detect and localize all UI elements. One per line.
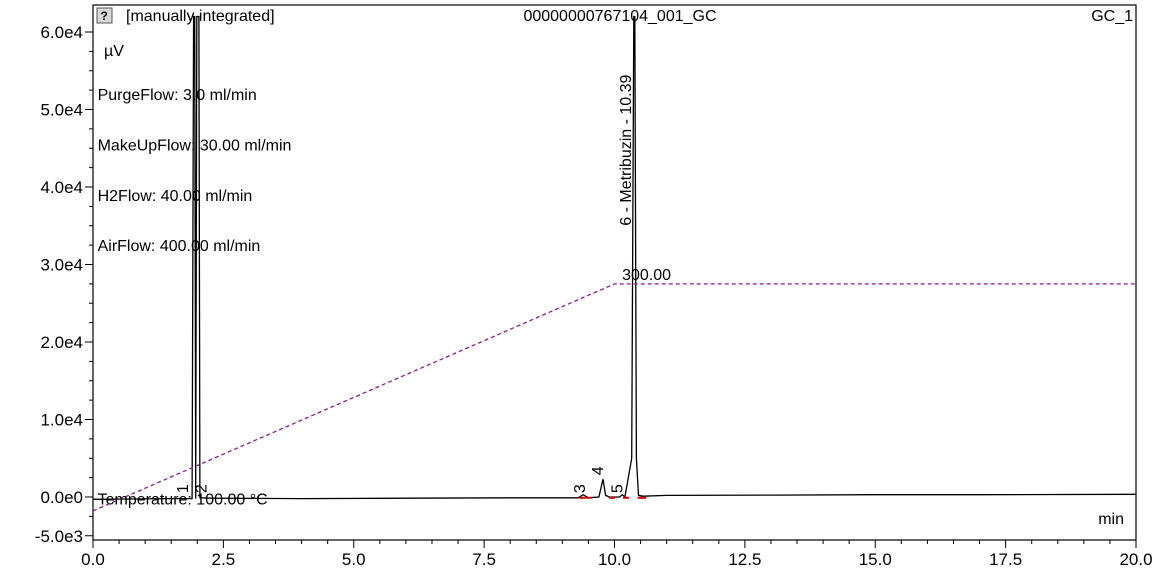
method-annotation: Temperature: 100.00 °C: [98, 492, 268, 509]
y-axis-unit: µV: [104, 43, 124, 60]
x-tick-label: 5.0: [342, 550, 366, 569]
peak-label: 4: [590, 466, 607, 475]
series-layer: [92, 15, 1137, 512]
x-tick-label: 20.0: [1119, 550, 1152, 569]
peak-label: 5: [609, 484, 626, 493]
plot-frame: [92, 4, 1137, 541]
y-tick-label: 1.0e4: [40, 411, 83, 430]
y-tick-label: -5.0e3: [35, 527, 83, 546]
x-tick-label: 12.5: [728, 550, 761, 569]
peak-labels: 1 2 345 6 - Metribuzin - 10.39: [175, 74, 635, 493]
y-axis: -5.0e3 0.0e0 1.0e4 2.0e4 3.0e4 4.0e4 5.0e4 6.0e…: [35, 23, 93, 546]
x-tick-label: 7.5: [472, 550, 496, 569]
y-tick-label: 6.0e4: [40, 23, 83, 42]
method-annotation: H2Flow: 40.00 ml/min: [98, 188, 253, 205]
method-annotation: PurgeFlow: 3.0 ml/min: [98, 87, 257, 104]
y-tick-label: 0.0e0: [40, 488, 83, 507]
annotations: PurgeFlow: 3.0 ml/min MakeUpFlow: 30.00 m…: [98, 87, 672, 509]
integration-status: [manually integrated]: [126, 8, 275, 25]
y-tick-label: 4.0e4: [40, 178, 83, 197]
channel-name: GC_1: [1091, 8, 1133, 25]
x-tick-label: 15.0: [859, 550, 892, 569]
y-tick-label: 2.0e4: [40, 333, 83, 352]
header: ? [manually integrated] 00000000767104_0…: [96, 7, 1133, 25]
peak-label: 1: [175, 484, 192, 493]
y-tick-label: 5.0e4: [40, 101, 83, 120]
x-axis: 0.0 2.5 5.0 7.5 10.0 12.5 15.0 17.5 20.0: [81, 540, 1153, 569]
signal-trace: [92, 15, 1137, 500]
svg-text:?: ?: [101, 9, 108, 23]
temperature-program-line: [92, 283, 1136, 512]
x-tick-label: 10.0: [598, 550, 631, 569]
y-tick-label: 3.0e4: [40, 256, 83, 275]
help-icon[interactable]: ?: [96, 7, 113, 24]
x-axis-unit: min: [1098, 511, 1124, 528]
x-tick-label: 2.5: [212, 550, 236, 569]
method-annotation: MakeUpFlow: 30.00 ml/min: [98, 137, 292, 154]
sample-name: 00000000767104_001_GC: [523, 8, 716, 25]
method-annotation: AirFlow: 400.00 ml/min: [98, 238, 261, 255]
peak-label: 2: [194, 484, 211, 493]
peak-label: 6 - Metribuzin - 10.39: [618, 74, 635, 225]
temperature-label: 300.00: [622, 267, 671, 284]
x-tick-label: 0.0: [81, 550, 105, 569]
peak-label: 3: [572, 484, 589, 493]
x-tick-label: 17.5: [989, 550, 1022, 569]
